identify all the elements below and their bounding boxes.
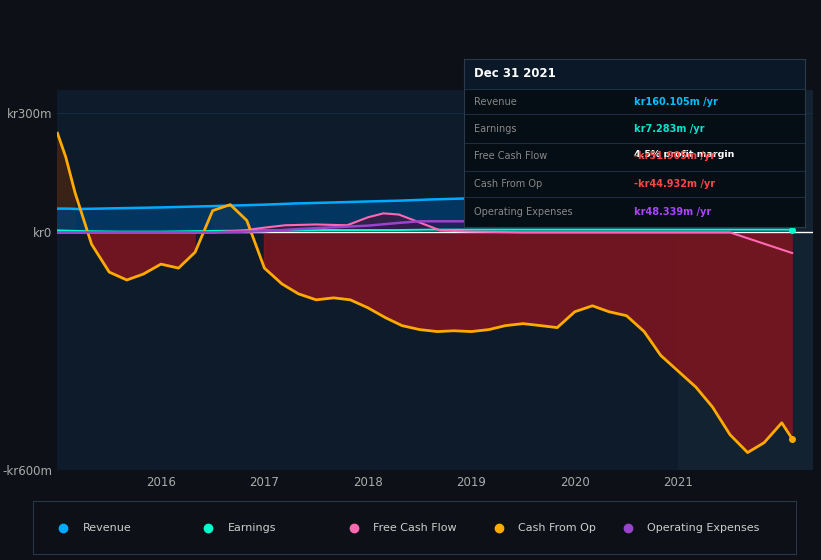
- Text: -kr44.932m /yr: -kr44.932m /yr: [635, 179, 715, 189]
- Text: kr7.283m /yr: kr7.283m /yr: [635, 124, 704, 133]
- Text: Free Cash Flow: Free Cash Flow: [474, 151, 548, 161]
- Bar: [678, 90, 813, 470]
- Text: kr160.105m /yr: kr160.105m /yr: [635, 97, 718, 106]
- Text: Operating Expenses: Operating Expenses: [648, 523, 760, 533]
- Text: kr48.339m /yr: kr48.339m /yr: [635, 207, 712, 217]
- Text: Dec 31 2021: Dec 31 2021: [474, 67, 556, 81]
- Text: Operating Expenses: Operating Expenses: [474, 207, 573, 217]
- Text: Free Cash Flow: Free Cash Flow: [373, 523, 456, 533]
- Text: Revenue: Revenue: [82, 523, 131, 533]
- Text: Revenue: Revenue: [474, 97, 517, 106]
- Text: Cash From Op: Cash From Op: [518, 523, 595, 533]
- Text: 4.5% profit margin: 4.5% profit margin: [635, 150, 735, 159]
- Bar: [464, 59, 805, 89]
- Text: Cash From Op: Cash From Op: [474, 179, 543, 189]
- Text: Earnings: Earnings: [474, 124, 516, 133]
- Text: Earnings: Earnings: [227, 523, 276, 533]
- Text: -kr51.905m /yr: -kr51.905m /yr: [635, 151, 715, 161]
